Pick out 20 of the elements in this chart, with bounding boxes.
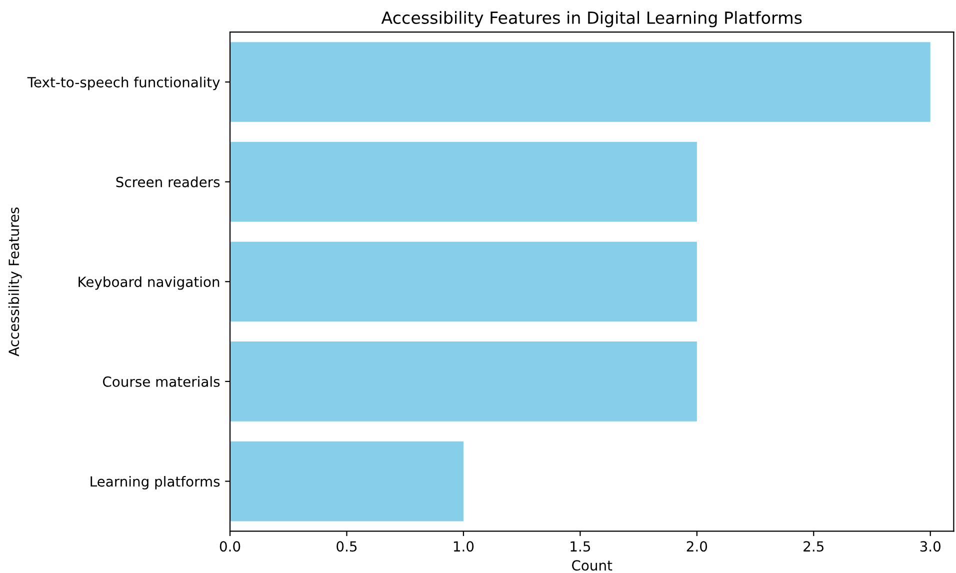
bar xyxy=(230,242,697,322)
bar xyxy=(230,441,464,522)
bar xyxy=(230,142,697,222)
y-tick-label: Text-to-speech functionality xyxy=(27,76,220,90)
y-tick-label: Screen readers xyxy=(116,176,220,188)
y-tick-label: Learning platforms xyxy=(90,476,220,490)
x-axis-title: Count xyxy=(572,560,612,571)
x-tick-label: 2.5 xyxy=(804,541,824,552)
bar xyxy=(230,342,697,422)
y-tick-label: Course materials xyxy=(102,376,220,387)
x-tick-label: 3.0 xyxy=(920,541,940,552)
x-tick-label: 0.5 xyxy=(336,541,357,552)
x-tick-label: 0.0 xyxy=(220,541,240,552)
bar xyxy=(230,42,930,122)
chart-title: Accessibility Features in Digital Learning Platforms xyxy=(381,11,802,28)
y-tick-label: Keyboard navigation xyxy=(78,276,220,290)
x-tick-label: 2.0 xyxy=(686,541,708,552)
x-tick-label: 1.0 xyxy=(454,541,474,552)
x-tick-label: 1.5 xyxy=(570,541,590,552)
y-axis-title: Accessibility Features xyxy=(8,208,22,356)
